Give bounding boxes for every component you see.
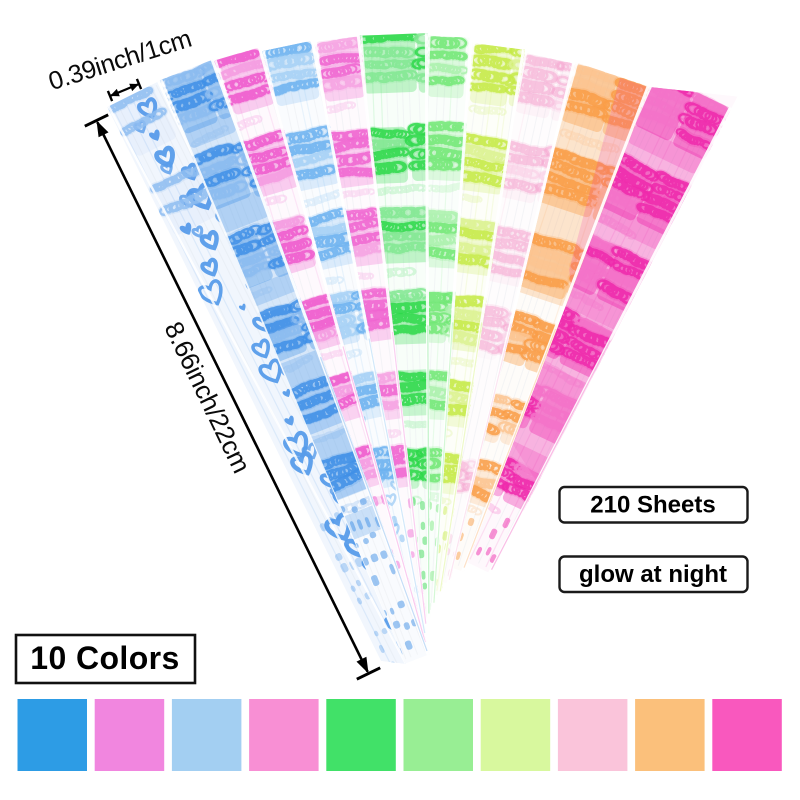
svg-text:glow at night: glow at night bbox=[579, 561, 727, 588]
svg-text:210 Sheets: 210 Sheets bbox=[590, 492, 715, 519]
svg-text:10 Colors: 10 Colors bbox=[30, 640, 179, 676]
